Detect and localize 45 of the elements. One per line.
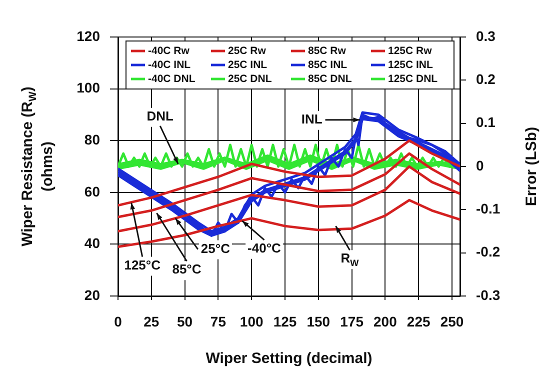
y2-tick-label: 0.3	[476, 28, 496, 44]
x-tick-label: 200	[374, 313, 398, 330]
x-axis-title: Wiper Setting (decimal)	[206, 350, 372, 368]
y-tick-label: 120	[76, 28, 100, 44]
annotation: DNL	[146, 108, 174, 124]
annotation: -40°C	[248, 240, 282, 256]
legend-label: 25C DNL	[228, 72, 272, 85]
legend-label: 85C INL	[308, 58, 348, 71]
legend-label: -40C Rw	[148, 44, 190, 57]
y2-tick-label: 0.1	[476, 114, 496, 130]
x-tick-label: 25	[144, 313, 160, 330]
legend-label: -40C INL	[148, 58, 192, 71]
annotation: 125°C	[124, 257, 162, 272]
annotation: INL	[301, 111, 322, 126]
y-tick-label: 60	[84, 183, 100, 200]
x-tick-label: 50	[177, 313, 193, 330]
y-tick-label: 100	[76, 80, 100, 96]
y-tick-label: 40	[84, 235, 100, 252]
y-tick-label: 80	[84, 131, 100, 148]
y2-tick-label: -0.2	[476, 244, 500, 260]
x-tick-label: 125	[273, 313, 297, 330]
legend-label: 85C DNL	[308, 72, 352, 85]
x-tick-label: 75	[210, 313, 226, 330]
x-tick-label: 225	[406, 313, 430, 330]
legend-label: 25C Rw	[228, 44, 267, 57]
legend-label: 25C INL	[228, 58, 268, 71]
y2-tick-label: -0.3	[476, 286, 500, 303]
legend-label: -40C DNL	[148, 72, 196, 85]
y2-tick-label: -0.1	[476, 200, 500, 217]
y2-tick-label: 0	[476, 157, 484, 174]
legend-label: 125C DNL	[388, 72, 438, 85]
legend-label: 85C Rw	[308, 44, 347, 57]
x-tick-label: 100	[240, 313, 264, 330]
y2-axis-title: Error (LSb)	[523, 126, 540, 206]
x-tick-label: 0	[114, 313, 122, 330]
legend-label: 125C INL	[388, 58, 434, 71]
x-tick-label: 150	[306, 313, 330, 330]
y-tick-label: 20	[84, 286, 100, 303]
annotation: 85°C	[172, 262, 202, 277]
y2-tick-label: 0.2	[476, 71, 496, 88]
annotation: 25°C	[200, 240, 231, 256]
x-tick-label: 175	[340, 313, 364, 330]
legend-label: 125C Rw	[388, 44, 433, 57]
text: Wiper Resistance (RW) (ohms)	[19, 86, 56, 246]
x-tick-label: 250	[440, 313, 464, 330]
